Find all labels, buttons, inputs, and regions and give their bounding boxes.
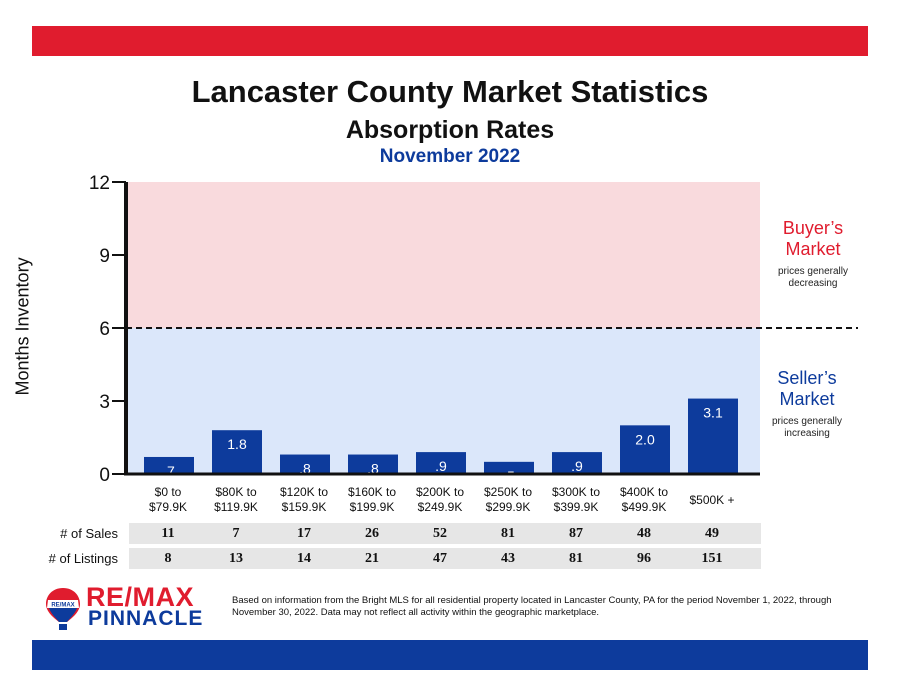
chart-period: November 2022 [379,146,521,167]
category-label: $500K + [689,493,735,507]
data-label: 3.1 [703,405,723,421]
buyer-zone [126,182,760,328]
category-label: $0 to $79.9K [148,485,188,514]
y-tick-label: 9 [99,246,110,267]
category-label: $250K to $299.9K [483,485,533,514]
listings-cell: 21 [365,551,379,566]
data-label: 2.0 [635,431,655,447]
sales-cell: 11 [161,526,175,541]
listings-cell: 81 [569,551,583,566]
y-tick-label: 3 [99,392,110,413]
bar [620,425,670,474]
bottom-blue-bar [32,640,868,670]
y-tick-label: 6 [99,319,110,340]
listings-cell: 151 [701,551,723,566]
listings-row-background [129,548,761,569]
category-label: $200K to $249.9K [415,485,465,514]
buyer-line2: Market [785,239,841,259]
disclaimer-text: Based on information from the Bright MLS… [232,595,832,618]
sales-cell: 48 [637,526,651,541]
bar [144,456,194,474]
seller-note1: prices generally [771,416,843,427]
buyer-market-note: prices generally decreasing [758,266,868,290]
data-label: .8 [299,461,311,477]
bar [688,398,738,474]
listings-cell: 8 [164,551,172,566]
sales-cell: 87 [569,526,583,541]
buyer-market-label: Buyer’s Market [758,218,868,260]
listings-cell: 13 [229,551,243,566]
listings-cell: 14 [297,551,311,566]
buyer-line1: Buyer’s [782,218,844,238]
chart-title: Lancaster County Market Statistics [191,74,709,109]
chart-subtitle: Absorption Rates [345,116,555,144]
buyer-note2: decreasing [788,278,838,289]
top-red-bar [32,26,868,56]
logo-pinnacle: PINNACLE [88,607,204,630]
sales-row-background [129,523,761,544]
sales-row-label: # of Sales [60,526,118,541]
bar [348,454,398,474]
bar [552,452,602,474]
sales-cell: 49 [705,526,719,541]
listings-row-label: # of Listings [48,551,118,566]
sales-cell: 26 [365,526,379,541]
bar [280,454,330,474]
buyer-note1: prices generally [777,266,849,277]
bar [416,452,466,474]
seller-line2: Market [779,389,835,409]
seller-market-label: Seller’s Market [752,368,862,410]
y-tick-label: 0 [99,465,110,486]
hot-air-balloon-icon: RE/MAX [46,588,80,630]
seller-line1: Seller’s [777,368,837,388]
y-tick-label: 12 [89,173,110,194]
category-label: $400K to $499.9K [619,485,669,514]
listings-cell: 47 [433,551,447,566]
data-label: .9 [435,458,447,474]
data-label: .8 [367,461,379,477]
sales-cell: 17 [297,526,311,541]
bar [484,461,534,474]
data-label: 1.8 [227,436,247,452]
seller-note2: increasing [784,428,830,439]
bar-chart: .7 1.8 .8 .8 .9 .5 .9 2.0 3.1 0 3 6 9 12 [89,173,858,486]
balloon-text: RE/MAX [51,603,74,609]
data-label: .5 [503,468,515,484]
bar [212,430,262,474]
category-label: $160K to $199.9K [347,485,397,514]
category-label: $80K to $119.9K [214,485,258,514]
category-label: $120K to $159.9K [279,485,329,514]
logo-remax: RE/MAX [86,582,195,612]
seller-market-note: prices generally increasing [752,416,862,440]
listings-cell: 96 [637,551,651,566]
data-label: .7 [163,463,175,479]
sales-cell: 52 [433,526,447,541]
data-label: .9 [571,458,583,474]
sales-cell: 7 [232,526,240,541]
category-label: $300K to $399.9K [551,485,601,514]
sales-cell: 81 [501,526,515,541]
listings-cell: 43 [501,551,515,566]
